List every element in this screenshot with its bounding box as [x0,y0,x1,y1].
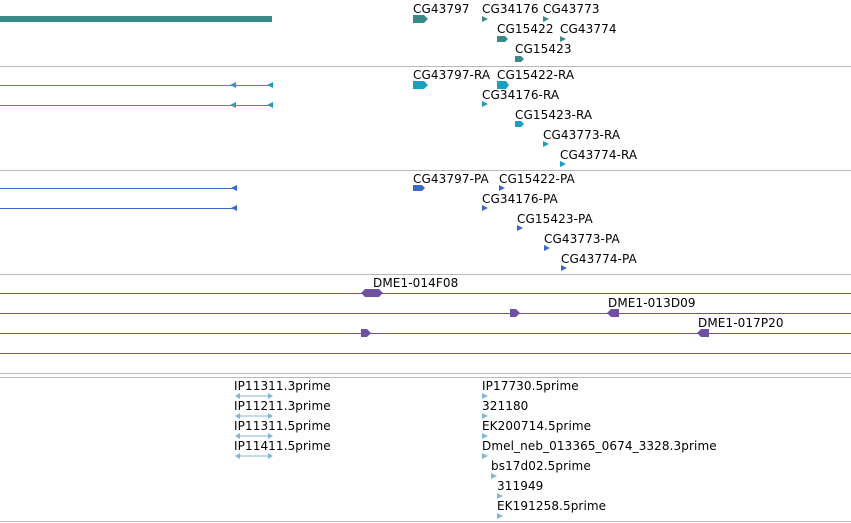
clone-end-icon[interactable] [607,309,621,318]
track-divider [0,373,851,374]
gene-arrow-icon[interactable] [482,16,490,24]
est-arrow-icon[interactable] [482,393,490,401]
clone-line[interactable] [0,293,851,294]
gene-track: CG43797 CG34176 CG43773 CG15422 CG43774 … [0,0,851,66]
est-pair-icon[interactable] [235,412,275,420]
protein-arrow-icon[interactable] [231,205,239,213]
protein-arrow-icon[interactable] [231,185,239,193]
protein-arrow-icon[interactable] [499,185,507,193]
transcript-label[interactable]: CG15423-RA [515,108,593,122]
est-track: IP11311.3prime IP11211.3prime IP11311.5p… [0,378,851,523]
protein-label[interactable]: CG15423-PA [517,212,593,226]
transcript-arrow-icon[interactable] [560,161,568,169]
transcript-label[interactable]: CG43774-RA [560,148,638,162]
est-label[interactable]: 311949 [497,479,544,493]
gene-label[interactable]: CG15423 [515,42,572,56]
track-divider [0,377,851,378]
transcript-arrow-icon[interactable] [267,82,275,90]
transcript-arrow-icon[interactable] [230,82,238,90]
protein-label[interactable]: CG34176-PA [482,192,558,206]
gene-arrow-icon[interactable] [497,36,509,44]
transcript-arrow-icon[interactable] [497,81,511,89]
gene-label[interactable]: CG43774 [560,22,617,36]
transcript-arrow-icon[interactable] [543,141,551,149]
est-label[interactable]: bs17d02.5prime [491,459,591,473]
track-divider [0,170,851,171]
est-arrow-icon[interactable] [482,453,490,461]
est-arrow-icon[interactable] [497,493,505,501]
est-label[interactable]: IP11411.5prime [234,439,331,453]
est-arrow-icon[interactable] [482,413,490,421]
transcript-arrow-icon[interactable] [515,121,525,129]
transcript-label[interactable]: CG34176-RA [482,88,560,102]
transcript-arrow-icon[interactable] [230,102,238,110]
est-label[interactable]: IP11311.5prime [234,419,331,433]
transcript-intron-line[interactable] [0,105,272,106]
gene-arrow-icon[interactable] [543,16,551,24]
est-label[interactable]: EK200714.5prime [482,419,592,433]
transcript-arrow-icon[interactable] [482,101,490,109]
protein-arrow-icon[interactable] [413,185,427,193]
est-pair-icon[interactable] [235,392,275,400]
est-label[interactable]: EK191258.5prime [497,499,607,513]
transcript-label[interactable]: CG15422-RA [497,68,575,82]
protein-label[interactable]: CG43774-PA [561,252,637,266]
protein-arrow-icon[interactable] [561,265,569,273]
gene-label[interactable]: CG34176 [482,2,539,16]
gene-label[interactable]: CG15422 [497,22,554,36]
protein-arrow-icon[interactable] [544,245,552,253]
clone-label[interactable]: DME1-013D09 [608,296,696,310]
clone-label[interactable]: DME1-014F08 [373,276,459,290]
clone-label[interactable]: DME1-017P20 [698,316,784,330]
est-label[interactable]: IP17730.5prime [482,379,579,393]
transcript-label[interactable]: CG43773-RA [543,128,621,142]
est-label[interactable]: IP11311.3prime [234,379,331,393]
transcript-arrow-icon[interactable] [413,81,429,89]
protein-line[interactable] [0,208,236,209]
transcript-track: CG43797-RA CG15422-RA CG34176-RA CG15423… [0,67,851,170]
gene-arrow-icon[interactable] [515,56,525,64]
est-arrow-icon[interactable] [491,473,499,481]
protein-label[interactable]: CG43797-PA [413,172,489,186]
gene-label[interactable]: CG43773 [543,2,600,16]
est-arrow-icon[interactable] [497,513,505,521]
clone-line[interactable] [0,313,851,314]
est-label[interactable]: Dmel_neb_013365_0674_3328.3prime [482,439,717,453]
clone-end-icon[interactable] [697,329,711,338]
track-divider [0,274,851,275]
protein-arrow-icon[interactable] [482,205,490,213]
est-label[interactable]: IP11211.3prime [234,399,331,413]
est-pair-icon[interactable] [235,432,275,440]
clone-end-icon[interactable] [361,329,373,338]
clone-line[interactable] [0,333,851,334]
clone-line[interactable] [0,353,851,354]
clone-end-icon[interactable] [510,309,522,318]
gene-arrow-icon[interactable] [560,36,568,44]
protein-track: CG43797-PA CG15422-PA CG34176-PA CG15423… [0,171,851,274]
transcript-label[interactable]: CG43797-RA [413,68,491,82]
track-divider [0,521,851,522]
est-arrow-icon[interactable] [482,433,490,441]
transcript-arrow-icon[interactable] [267,102,275,110]
protein-label[interactable]: CG15422-PA [499,172,575,186]
protein-line[interactable] [0,188,236,189]
clone-end-icon[interactable] [361,289,385,298]
protein-label[interactable]: CG43773-PA [544,232,620,246]
transcript-intron-line[interactable] [0,85,272,86]
gene-feature-bar[interactable] [0,16,272,22]
gene-arrow-icon[interactable] [413,15,429,23]
protein-arrow-icon[interactable] [517,225,525,233]
track-divider [0,66,851,67]
est-pair-icon[interactable] [235,452,275,460]
est-label[interactable]: 321180 [482,399,529,413]
gene-label[interactable]: CG43797 [413,2,470,16]
clone-track: DME1-014F08 DME1-013D09 DME1-017P20 [0,275,851,373]
